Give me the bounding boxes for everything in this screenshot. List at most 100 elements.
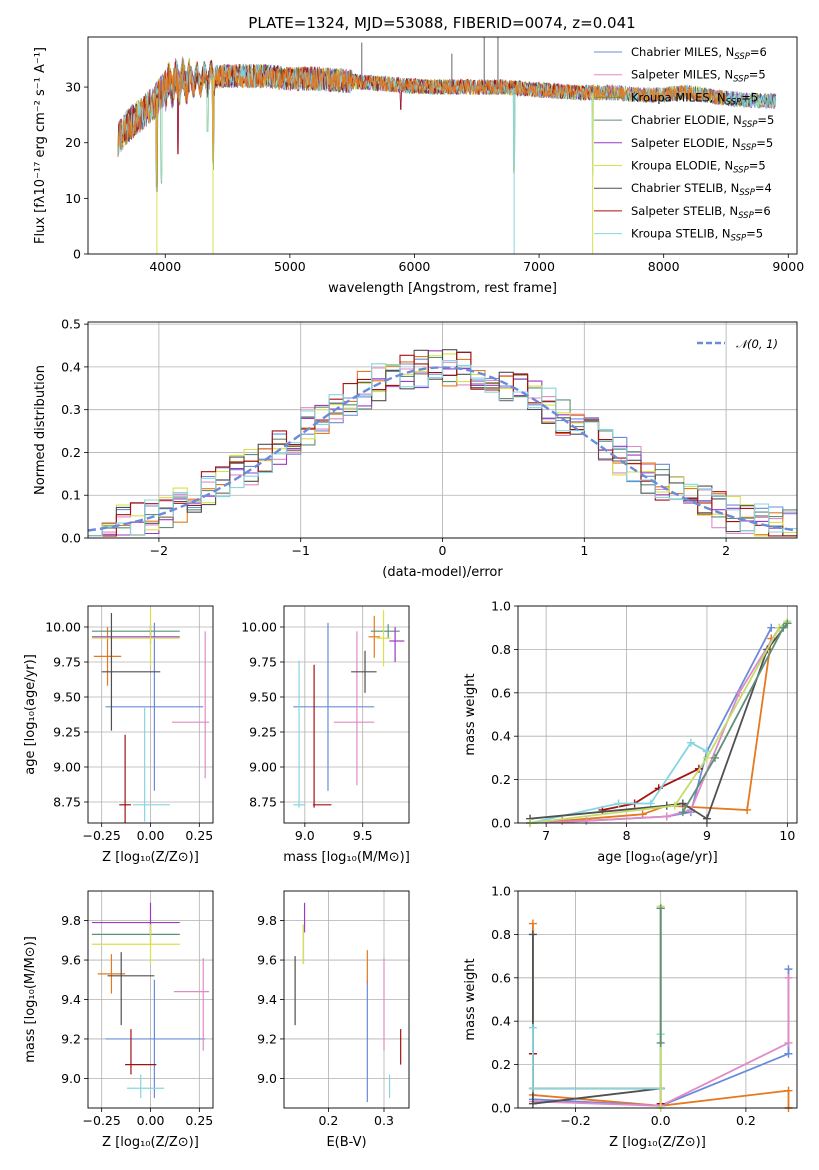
weight-marker (582, 816, 591, 825)
x-tick-label: −0.25 (83, 1113, 121, 1128)
weight-marker (784, 1049, 793, 1058)
y-tick-label: 0.2 (491, 772, 511, 787)
plot-area (526, 617, 792, 827)
y-tick-label: 9.8 (257, 913, 277, 928)
legend-entry: 𝒩(0, 1) (736, 337, 778, 351)
legend-value: =5 (749, 68, 766, 82)
x-tick-label: 5000 (274, 259, 306, 274)
legend-value: =5 (749, 159, 766, 173)
x-tick-label: −1 (291, 543, 309, 558)
y-tick-label: 9.0 (257, 1071, 277, 1086)
x-axis-label: E(B-V) (326, 1135, 366, 1150)
y-tick-label: 0.0 (61, 531, 81, 546)
y-tick-label: 0.4 (491, 729, 511, 744)
spectrum-trace (117, 58, 727, 186)
y-tick-label: 9.6 (257, 953, 277, 968)
legend-subscript: SSP (739, 188, 755, 198)
plot-area (294, 902, 402, 1103)
weight-marker (646, 799, 655, 808)
x-axis-label: mass [log₁₀(M/M⊙)] (283, 850, 410, 865)
weight-marker (743, 805, 752, 814)
x-tick-label: 0.00 (137, 828, 165, 843)
y-tick-label: 10.00 (45, 620, 81, 635)
legend-entry: Salpeter MILES, NSSP=5 (631, 68, 766, 85)
x-tick-label: 10 (779, 828, 795, 843)
legend-entry: Chabrier MILES, NSSP=6 (631, 45, 767, 62)
weight-marker (783, 619, 792, 628)
figure-title: PLATE=1324, MJD=53088, FIBERID=0074, z=0… (248, 14, 635, 32)
y-tick-label: 0.8 (491, 927, 511, 942)
legend-value: =6 (750, 45, 767, 59)
y-tick-label: 0.3 (61, 402, 81, 417)
weight-marker (686, 738, 695, 747)
plot-area (528, 902, 793, 1112)
y-tick-label: 0.4 (61, 359, 81, 374)
weight-marker (678, 799, 687, 808)
x-tick-label: 2 (722, 543, 730, 558)
y-tick-label: 0.4 (491, 1014, 511, 1029)
legend-entry: Chabrier ELODIE, NSSP=5 (631, 113, 774, 130)
weight-marker (528, 1023, 537, 1032)
x-tick-label: 1 (580, 543, 588, 558)
axes-frame (283, 890, 410, 1109)
y-tick-label: 0.0 (491, 1101, 511, 1116)
x-tick-label: 8 (623, 828, 631, 843)
legend-entry: Kroupa ELODIE, NSSP=5 (631, 159, 766, 176)
y-tick-label: 0.6 (491, 970, 511, 985)
y-tick-label: 10 (65, 191, 81, 206)
x-axis-label: Z [log₁₀(Z/Z⊙)] (102, 1135, 199, 1150)
legend-value: =5 (757, 113, 774, 127)
weight-marker (528, 1084, 537, 1093)
y-tick-label: 9.4 (257, 992, 277, 1007)
y-tick-label: 30 (65, 80, 81, 95)
axes-frame (87, 890, 214, 1109)
weight-marker (528, 1099, 537, 1108)
y-tick-label: 9.8 (61, 913, 81, 928)
axes-frame (87, 321, 798, 539)
y-tick-label: 9.2 (257, 1031, 277, 1046)
mass-weight-vs-age-panel: 7 8 9 10 0.0 0.2 0.4 0.6 0.8 1.0 age [log₁₀(age/yr… (463, 599, 798, 865)
legend-value: =5 (746, 227, 763, 241)
x-tick-label: 9 (703, 828, 711, 843)
legend-subscript: SSP (734, 52, 750, 62)
legend-subscript: SSP (731, 234, 747, 244)
y-tick-label: 9.75 (53, 655, 81, 670)
legend-subscript: SSP (726, 97, 742, 107)
legend-entry: Kroupa STELIB, NSSP=5 (631, 227, 763, 244)
y-tick-label: 0.0 (491, 816, 511, 831)
x-tick-label: 0.3 (374, 1113, 394, 1128)
weight-marker (784, 1038, 793, 1047)
axes-frame (87, 605, 214, 824)
y-tick-label: 9.50 (249, 690, 277, 705)
y-tick-label: 9.6 (61, 953, 81, 968)
residuals-panel: −2 −1 0 1 2 0.0 0.1 0.2 0.3 0.4 0.5 (data-model)/er… (33, 317, 798, 580)
age-vs-mass-panel: 9.0 9.5 8.75 9.00 9.25 9.50 9.75 10.00 mass [log… (241, 605, 410, 865)
weight-marker (735, 688, 744, 697)
x-axis-label: wavelength [Angstrom, rest frame] (328, 281, 557, 296)
plot-area (88, 349, 797, 537)
y-tick-label: 10.00 (241, 620, 277, 635)
x-tick-label: 0.2 (736, 1113, 756, 1128)
weight-marker (670, 801, 679, 810)
axes-frame (283, 605, 410, 824)
weight-marker (614, 799, 623, 808)
weight-marker (779, 623, 788, 632)
weight-marker (702, 814, 711, 823)
y-tick-label: 9.25 (249, 725, 277, 740)
mass-vs-metallicity-panel: −0.25 0.00 0.25 9.0 9.2 9.4 9.6 9.8 Z [log₁₀(Z/Z… (23, 890, 214, 1150)
weight-line (532, 977, 790, 1107)
weight-marker (767, 623, 776, 632)
legend-subscript: SSP (738, 211, 754, 221)
mass-weight-vs-metallicity-panel: −0.2 0.0 0.2 0.0 0.2 0.4 0.6 0.8 1.0 Z [log₁₀(Z/Z… (463, 884, 798, 1150)
x-axis-label: age [log₁₀(age/yr)] (597, 850, 718, 865)
y-tick-label: 8.75 (53, 795, 81, 810)
legend-value: =5 (741, 90, 758, 104)
y-tick-label: 9.75 (249, 655, 277, 670)
weight-marker (678, 808, 687, 817)
x-axis-label: Z [log₁₀(Z/Z⊙)] (102, 850, 199, 865)
y-tick-label: 9.50 (53, 690, 81, 705)
mass-vs-ebv-panel: 0.2 0.3 9.0 9.2 9.4 9.6 9.8 E(B-V) (257, 890, 410, 1150)
y-tick-label: 0.5 (61, 317, 81, 332)
x-tick-label: 0.2 (318, 1113, 338, 1128)
